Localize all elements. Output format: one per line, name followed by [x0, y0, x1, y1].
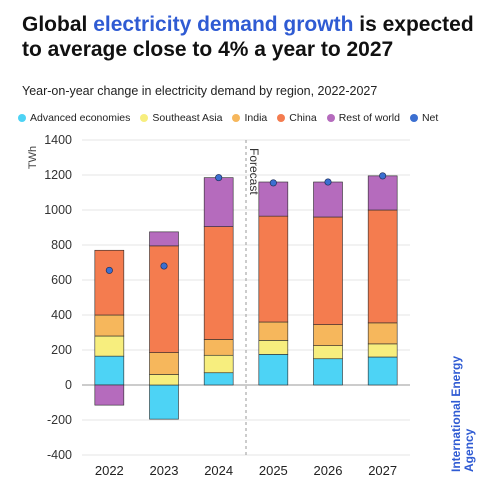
bar-rest-of-world-2027 [367, 175, 398, 211]
legend-item-advanced-economies: Advanced economies [18, 112, 130, 124]
legend-label-rest-of-world: Rest of world [338, 112, 400, 124]
bar-southeast-asia-2024 [203, 354, 234, 374]
bar-advanced-economies-2027 [367, 356, 398, 386]
legend-label-india: India [244, 112, 268, 124]
bar-rest-of-world-2023 [149, 231, 179, 247]
bar-china-2026 [313, 216, 343, 325]
y-tick-label: 1000 [44, 203, 72, 217]
bar-rest-of-world-2024 [203, 177, 234, 227]
legend-item-china: China [277, 112, 317, 124]
x-tick-label: 2023 [150, 463, 179, 478]
net-marker-2022 [105, 266, 113, 274]
bar-india-2025 [258, 321, 289, 341]
net-marker-2025 [269, 179, 277, 187]
legend-swatch-china [277, 114, 286, 122]
legend-label-southeast-asia: Southeast Asia [152, 112, 223, 124]
bar-china-2025 [258, 215, 289, 323]
net-marker-2027 [379, 172, 387, 180]
chart-title: Global electricity demand growth is expe… [22, 13, 474, 61]
bar-advanced-economies-2024 [203, 372, 234, 386]
y-tick-label: 600 [51, 273, 72, 287]
bar-rest-of-world-2026 [313, 181, 343, 218]
bar-india-2027 [367, 322, 398, 345]
x-tick-label: 2027 [368, 463, 397, 478]
bar-india-2022 [94, 314, 125, 337]
bar-india-2026 [313, 324, 343, 346]
bar-china-2022 [94, 249, 125, 316]
legend-label-advanced-economies: Advanced economies [30, 112, 131, 124]
x-tick-label: 2024 [204, 463, 233, 478]
bar-advanced-economies-2022 [94, 355, 125, 386]
forecast-label: Forecast [247, 148, 261, 195]
y-tick-label: -200 [47, 413, 72, 427]
y-tick-label: 1200 [44, 168, 72, 182]
bar-china-2027 [367, 209, 398, 324]
legend-swatch-southeast-asia [140, 114, 149, 122]
legend: Advanced economies Southeast Asia India Chi… [18, 112, 438, 124]
y-tick-label: -400 [47, 448, 72, 462]
legend-swatch-net [409, 114, 418, 122]
x-tick-label: 2026 [314, 463, 343, 478]
net-marker-2026 [324, 178, 332, 186]
x-tick-label: 2022 [95, 463, 124, 478]
y-tick-label: 1400 [44, 133, 72, 147]
y-tick-label: 0 [65, 378, 72, 392]
legend-item-india: India [232, 112, 267, 124]
bar-southeast-asia-2027 [367, 343, 398, 358]
bar-india-2023 [149, 352, 179, 375]
bar-southeast-asia-2025 [258, 340, 289, 355]
y-tick-label: 800 [51, 238, 72, 252]
bar-india-2024 [203, 339, 234, 356]
bar-southeast-asia-2022 [94, 335, 125, 357]
iea-logo-text: International Energy Agency [449, 355, 476, 472]
net-marker-2023 [160, 262, 168, 270]
net-marker-2024 [215, 174, 223, 182]
bar-rest-of-world-2025 [258, 181, 289, 217]
bar-rest-of-world-2022 [94, 384, 125, 406]
y-tick-label: 400 [51, 308, 72, 322]
legend-swatch-advanced-economies [18, 114, 26, 122]
bar-southeast-asia-2023 [149, 374, 179, 386]
y-tick-label: 200 [51, 343, 72, 357]
bar-advanced-economies-2026 [313, 358, 343, 386]
bar-china-2023 [149, 245, 179, 353]
legend-swatch-rest-of-world [326, 114, 335, 122]
bar-southeast-asia-2026 [313, 345, 343, 360]
x-tick-label: 2025 [259, 463, 288, 478]
bar-china-2024 [203, 226, 234, 340]
legend-label-china: China [289, 112, 317, 124]
legend-item-rest-of-world: Rest of world [326, 112, 400, 124]
chart-subtitle: Year-on-year change in electricity deman… [22, 84, 378, 98]
bar-advanced-economies-2023 [149, 384, 179, 420]
legend-item-net: Net [409, 112, 439, 124]
legend-swatch-india [232, 114, 241, 122]
bar-advanced-economies-2025 [258, 354, 289, 386]
legend-item-southeast-asia: Southeast Asia [140, 112, 222, 124]
legend-label-net: Net [421, 112, 439, 124]
y-axis-label: TWh [27, 146, 39, 169]
